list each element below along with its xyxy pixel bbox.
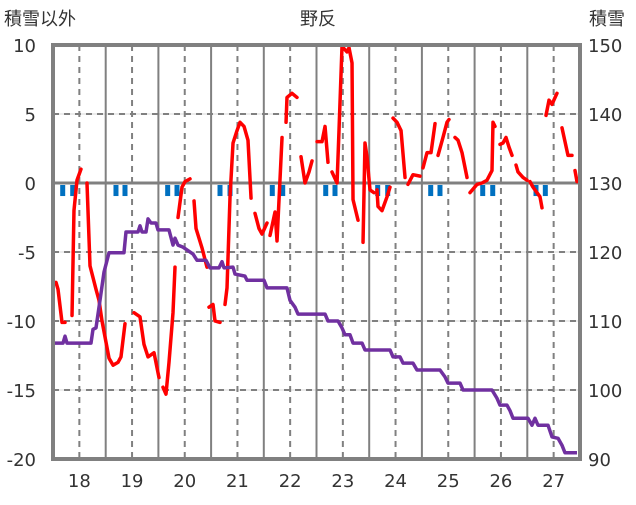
right-tick-label: 120 — [588, 243, 622, 264]
temperature-line-segment — [315, 124, 330, 165]
left-tick-label: -15 — [7, 381, 36, 402]
right-tick-label: 140 — [588, 105, 622, 126]
x-tick-label: 20 — [173, 471, 196, 492]
temperature-line-segment — [514, 163, 529, 182]
x-tick-label: 18 — [68, 471, 91, 492]
temperature-line-segment — [54, 280, 67, 325]
right-tick-label: 150 — [588, 36, 622, 57]
precip-bar — [70, 185, 76, 197]
temperature-line-segment — [253, 211, 269, 236]
temperature-line-segment — [361, 141, 376, 245]
left-tick-label: -5 — [18, 243, 36, 264]
precip-bar — [332, 185, 338, 197]
precip-bar — [165, 185, 171, 197]
left-tick-label: 10 — [13, 36, 36, 57]
precip-bar — [542, 185, 548, 197]
precip-bar — [480, 185, 486, 197]
precip-bar — [428, 185, 434, 197]
temperature-line-segment — [284, 91, 299, 125]
right-tick-label: 90 — [588, 450, 611, 471]
temperature-line-segment — [528, 179, 544, 210]
temperature-line-segment — [70, 167, 83, 318]
x-tick-label: 21 — [226, 471, 249, 492]
x-tick-label: 19 — [121, 471, 144, 492]
temperature-line-segment — [421, 121, 437, 170]
precip-bar — [60, 185, 66, 197]
temperature-line-segment — [192, 199, 209, 269]
precip-bar — [323, 185, 329, 197]
temperature-line-segment — [560, 126, 574, 158]
precip-bar — [217, 185, 223, 197]
temperature-line-segment — [223, 120, 253, 307]
tick-labels: 10 5 0 -5 -10 -15 -20 150 140 130 120 110 100 90 18 19 2… — [7, 36, 623, 492]
precip-bar — [269, 185, 275, 197]
precip-bar — [174, 185, 180, 197]
temperature-line-segment — [406, 172, 422, 187]
precip-bar — [113, 185, 119, 197]
temperature-line-segment — [436, 117, 451, 158]
precip-bar — [490, 185, 496, 197]
temperature-line-segment — [268, 135, 284, 243]
right-axis-label: 積雪 — [589, 9, 625, 30]
plot-frame — [51, 43, 582, 461]
left-tick-label: 0 — [25, 174, 36, 195]
temperature-line-segment — [498, 135, 514, 158]
temperature-line-segment — [544, 91, 559, 118]
temperature-line-segment — [573, 168, 579, 184]
temperature-line-segment — [391, 116, 407, 180]
temperature-line-segment — [453, 135, 469, 180]
x-tick-label: 22 — [279, 471, 302, 492]
temperature-line-segment — [330, 44, 360, 223]
left-tick-label: -20 — [7, 450, 36, 471]
temperature-line-segment — [132, 310, 161, 380]
precip-bar — [280, 185, 286, 197]
temperature-line-segment — [161, 265, 177, 396]
temperature-line-segment — [176, 177, 192, 220]
left-tick-label: -10 — [7, 312, 36, 333]
right-tick-label: 110 — [588, 312, 622, 333]
right-tick-label: 100 — [588, 381, 622, 402]
x-tick-label: 25 — [437, 471, 460, 492]
temperature-line-segment — [375, 185, 392, 213]
precip-bar — [122, 185, 128, 197]
temperature-line-segment — [468, 120, 497, 195]
left-tick-label: 5 — [25, 105, 36, 126]
right-tick-label: 130 — [588, 174, 622, 195]
series-lines — [53, 44, 579, 455]
left-axis-label: 積雪以外 — [4, 9, 76, 30]
x-tick-label: 23 — [331, 471, 354, 492]
x-tick-label: 26 — [489, 471, 512, 492]
temperature-line-segment — [299, 155, 314, 185]
chart-title: 野反 — [300, 9, 336, 30]
precip-bar — [437, 185, 443, 197]
temperature-line-segment — [85, 181, 127, 367]
grid — [53, 45, 580, 459]
x-tick-label: 24 — [384, 471, 407, 492]
snow-depth-line — [53, 217, 577, 455]
temperature-line-segment — [207, 302, 222, 325]
x-tick-label: 27 — [542, 471, 565, 492]
